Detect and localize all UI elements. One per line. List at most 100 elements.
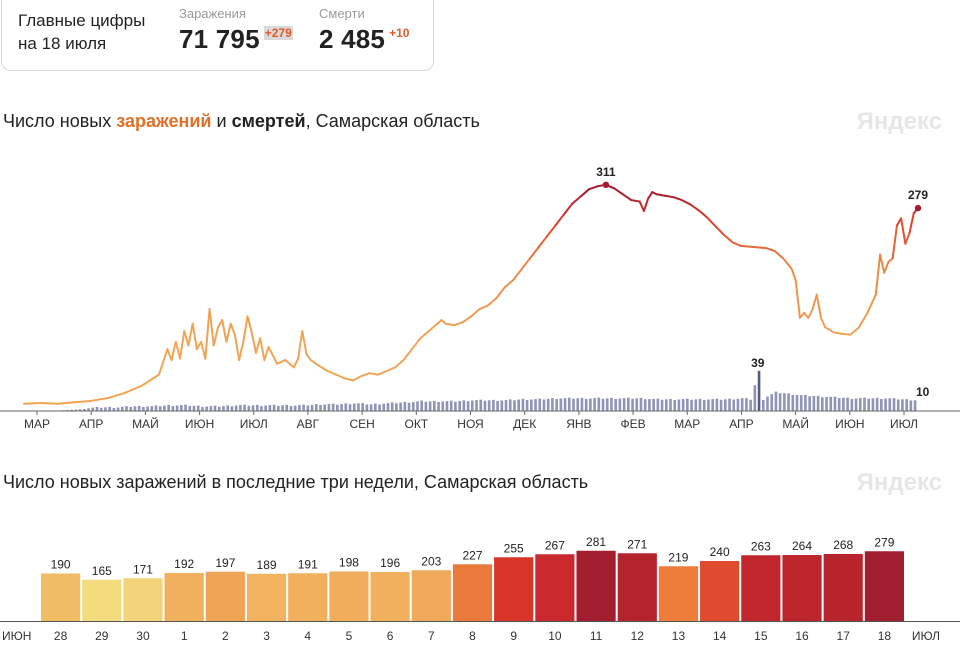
deaths-bar bbox=[576, 398, 580, 411]
x-tick-label: 2 bbox=[222, 629, 229, 643]
cases-line-segment bbox=[221, 319, 228, 343]
bar-value-label: 227 bbox=[462, 548, 482, 562]
month-end-label: ИЮЛ bbox=[912, 629, 940, 643]
deaths-bar bbox=[163, 405, 166, 411]
deaths-value: 2 485 bbox=[319, 24, 386, 54]
deaths-bar bbox=[104, 407, 107, 411]
deaths-bar bbox=[260, 406, 263, 411]
cases-line-segment bbox=[212, 326, 219, 347]
watermark-logo-1: Яндекс bbox=[856, 108, 942, 135]
deaths-bar bbox=[846, 397, 849, 411]
cases-line-segment bbox=[233, 333, 241, 362]
deaths-bar bbox=[896, 399, 900, 411]
bar-value-label: 190 bbox=[51, 558, 71, 572]
cases-line-segment bbox=[857, 311, 869, 329]
cases-line-segment bbox=[259, 337, 266, 362]
deaths-bar bbox=[829, 396, 833, 411]
cases-line-segment bbox=[630, 199, 641, 203]
deaths-bar bbox=[614, 399, 617, 411]
cases-line-segment bbox=[229, 322, 236, 336]
deaths-bar bbox=[686, 398, 689, 411]
x-tick-label: МАЙ bbox=[132, 416, 159, 431]
deaths-bar bbox=[264, 405, 267, 411]
day-bar bbox=[864, 551, 904, 621]
x-tick-label: 10 bbox=[548, 629, 562, 643]
cases-line-segment bbox=[879, 253, 886, 274]
deaths-bar bbox=[243, 404, 246, 411]
deaths-bar bbox=[555, 399, 558, 411]
cases-line-segment bbox=[545, 224, 557, 238]
x-tick-label: ЯНВ bbox=[566, 417, 591, 431]
deaths-bar bbox=[850, 399, 854, 411]
deaths-bar bbox=[386, 403, 390, 411]
deaths-bar bbox=[302, 404, 305, 411]
bar-value-label: 196 bbox=[380, 556, 400, 570]
deaths-bar bbox=[892, 398, 896, 411]
deaths-bar bbox=[711, 399, 714, 411]
x-tick-label: 15 bbox=[754, 629, 768, 643]
deaths-bar bbox=[905, 399, 908, 411]
deaths-bar bbox=[120, 406, 124, 411]
deaths-bar bbox=[610, 397, 613, 411]
cases-line-segment bbox=[238, 340, 245, 362]
deaths-bar bbox=[272, 404, 276, 411]
x-tick-label: ИЮЛ bbox=[240, 417, 268, 431]
deaths-bar bbox=[230, 406, 234, 411]
deaths-bar bbox=[445, 401, 449, 411]
deaths-bar bbox=[821, 397, 824, 411]
deaths-bar bbox=[867, 398, 870, 411]
cases-line-segment bbox=[723, 234, 734, 244]
bar-value-label: 165 bbox=[92, 564, 112, 578]
x-tick-label: ФЕВ bbox=[620, 417, 645, 431]
deaths-bar bbox=[601, 398, 605, 411]
cases-line-segment bbox=[444, 322, 456, 327]
x-tick-label: МАР bbox=[674, 417, 700, 431]
deaths-bar bbox=[420, 400, 423, 411]
cases-line-segment bbox=[246, 315, 253, 334]
bar-value-label: 219 bbox=[668, 550, 688, 564]
bar-value-label: 191 bbox=[298, 557, 318, 571]
deaths-bar bbox=[551, 398, 554, 411]
cases-line-segment bbox=[267, 346, 279, 365]
deaths-bar bbox=[707, 399, 710, 411]
bar-value-label: 197 bbox=[215, 556, 235, 570]
cases-line-segment bbox=[360, 372, 371, 378]
deaths-bar bbox=[631, 398, 634, 411]
cases-line-segment bbox=[520, 257, 532, 271]
deaths-bar bbox=[715, 398, 719, 411]
deaths-bar bbox=[466, 401, 470, 411]
x-tick-label: 8 bbox=[469, 629, 476, 643]
deaths-bar bbox=[289, 406, 293, 411]
deaths-bar bbox=[677, 399, 681, 411]
deaths-bar bbox=[133, 406, 137, 411]
deaths-bar bbox=[534, 399, 537, 411]
chart1-title-part5: , Самарская область bbox=[305, 111, 480, 131]
cases-line-segment bbox=[756, 246, 768, 250]
deaths-bar bbox=[496, 401, 499, 411]
deaths-bar bbox=[407, 402, 411, 411]
cases-line-segment bbox=[39, 402, 59, 405]
deaths-bar bbox=[513, 400, 516, 411]
day-bar bbox=[452, 564, 493, 621]
cases-line-segment bbox=[874, 253, 882, 296]
cases-line-segment bbox=[461, 315, 472, 324]
deaths-bar bbox=[863, 397, 866, 411]
cases-line-segment bbox=[225, 322, 232, 343]
deaths-bar bbox=[542, 399, 546, 411]
deaths-bar bbox=[395, 403, 398, 411]
cases-line-segment bbox=[385, 366, 397, 372]
deaths-bar bbox=[382, 403, 386, 411]
chart1-title-part1: Число новых bbox=[3, 111, 117, 131]
deaths-bar bbox=[390, 402, 394, 411]
deaths-bar bbox=[736, 398, 740, 411]
deaths-stat: Смерти 2 485 +10 bbox=[319, 6, 409, 55]
day-bar bbox=[288, 573, 328, 621]
deaths-bar bbox=[483, 400, 487, 411]
deaths-bar bbox=[901, 399, 904, 411]
cases-line-segment bbox=[748, 245, 759, 249]
cases-line-segment bbox=[638, 200, 645, 212]
deaths-bar bbox=[222, 406, 225, 411]
cases-line-segment bbox=[579, 188, 591, 198]
deaths-bar bbox=[70, 409, 73, 411]
deaths-bar bbox=[673, 400, 677, 411]
